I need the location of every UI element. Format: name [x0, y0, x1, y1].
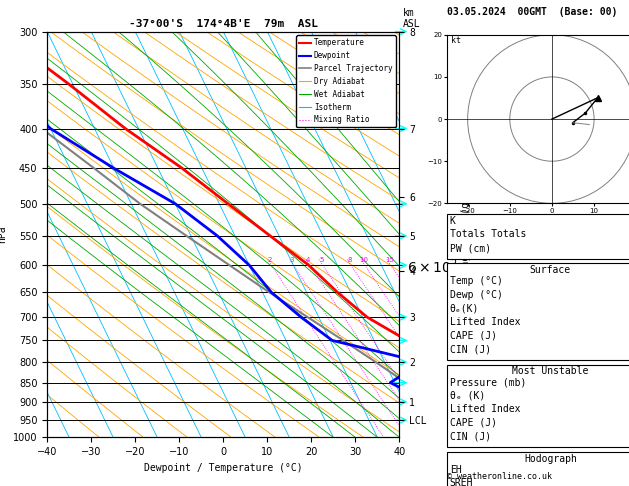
Text: 5: 5 [319, 257, 323, 263]
Text: km
ASL: km ASL [403, 8, 420, 29]
Text: 03.05.2024  00GMT  (Base: 00): 03.05.2024 00GMT (Base: 00) [447, 7, 617, 17]
Text: 14.6: 14.6 [628, 276, 629, 286]
Text: θₑ(K): θₑ(K) [450, 303, 479, 313]
X-axis label: Dewpoint / Temperature (°C): Dewpoint / Temperature (°C) [144, 463, 303, 473]
Text: EH: EH [450, 465, 462, 475]
Text: θₑ (K): θₑ (K) [450, 391, 485, 401]
Text: Most Unstable: Most Unstable [512, 366, 589, 377]
Text: 3: 3 [290, 257, 294, 263]
Text: Surface: Surface [530, 265, 571, 276]
Text: 2: 2 [268, 257, 272, 263]
Legend: Temperature, Dewpoint, Parcel Trajectory, Dry Adiabat, Wet Adiabat, Isotherm, Mi: Temperature, Dewpoint, Parcel Trajectory… [296, 35, 396, 127]
Text: Pressure (mb): Pressure (mb) [450, 377, 526, 387]
Text: CAPE (J): CAPE (J) [450, 330, 497, 341]
Text: © weatheronline.co.uk: © weatheronline.co.uk [447, 472, 552, 481]
Text: Dewp (°C): Dewp (°C) [450, 290, 503, 300]
Text: Hodograph: Hodograph [524, 454, 577, 464]
Text: CAPE (J): CAPE (J) [450, 418, 497, 428]
Text: 10: 10 [359, 257, 368, 263]
Text: 15: 15 [385, 257, 394, 263]
Text: 1.61: 1.61 [628, 243, 629, 253]
Text: Lifted Index: Lifted Index [450, 404, 520, 415]
Text: CIN (J): CIN (J) [450, 432, 491, 442]
Text: CIN (J): CIN (J) [450, 344, 491, 354]
Text: kt: kt [451, 36, 461, 45]
Y-axis label: Mixing Ratio (g/kg): Mixing Ratio (g/kg) [460, 179, 470, 290]
Text: SREH: SREH [450, 478, 473, 486]
Text: Lifted Index: Lifted Index [450, 317, 520, 327]
Text: 4: 4 [306, 257, 311, 263]
Text: K: K [450, 216, 455, 226]
Title: -37°00'S  174°4B'E  79m  ASL: -37°00'S 174°4B'E 79m ASL [129, 19, 318, 30]
Text: PW (cm): PW (cm) [450, 243, 491, 253]
Text: Totals Totals: Totals Totals [450, 229, 526, 240]
Text: Temp (°C): Temp (°C) [450, 276, 503, 286]
Y-axis label: hPa: hPa [0, 226, 8, 243]
Text: 1011: 1011 [628, 377, 629, 387]
Text: 8: 8 [347, 257, 352, 263]
